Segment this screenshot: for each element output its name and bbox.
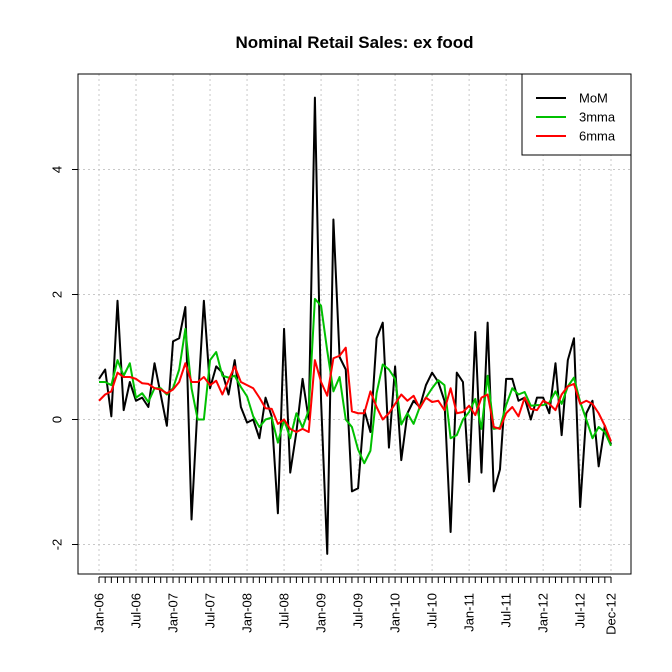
x-tick-label: Jan-10 — [388, 593, 403, 633]
legend-label: MoM — [579, 91, 608, 106]
grid-layer — [78, 74, 631, 574]
chart-title: Nominal Retail Sales: ex food — [235, 33, 473, 52]
series-line-3mma — [99, 297, 612, 465]
legend-label: 6mma — [579, 129, 616, 144]
legend-label: 3mma — [579, 110, 616, 125]
x-tick-label: Jul-12 — [573, 593, 588, 628]
series-line-mom — [98, 96, 612, 555]
y-tick-label: -2 — [50, 539, 65, 551]
legend-items: MoM 3mma 6mma — [536, 91, 616, 144]
x-tick-label: Jul-07 — [203, 593, 218, 628]
x-tick-label: Jul-09 — [351, 593, 366, 628]
plot-border — [77, 73, 632, 575]
y-tick-label: 0 — [50, 416, 65, 423]
y-tick-label: 2 — [50, 291, 65, 298]
legend: MoM 3mma 6mma — [521, 73, 632, 156]
legend-box — [521, 73, 632, 156]
x-tick-label: Jul-08 — [277, 593, 292, 628]
x-tick-label: Jan-09 — [314, 593, 329, 633]
series-layer — [98, 96, 612, 555]
x-tick-label: Jan-06 — [92, 593, 107, 633]
x-tick-label: Jul-11 — [499, 593, 514, 627]
series-line-6mma — [98, 346, 612, 442]
x-tick-label: Jul-06 — [129, 593, 144, 628]
x-tick-label: Jan-11 — [462, 593, 477, 632]
y-tick-label: 4 — [50, 166, 65, 173]
x-tick-label: Jan-07 — [166, 593, 181, 633]
x-tick-label: Jul-10 — [425, 593, 440, 628]
x-tick-label: Dec-12 — [604, 593, 619, 635]
x-axis: Jan-06 Jul-06 Jan-07 Jul-07 Jan-08 Jul-08 Jan-… — [92, 576, 619, 635]
x-tick-label: Jan-12 — [536, 593, 551, 633]
y-axis: -2 0 2 4 — [50, 166, 78, 551]
x-tick-label: Jan-08 — [240, 593, 255, 633]
